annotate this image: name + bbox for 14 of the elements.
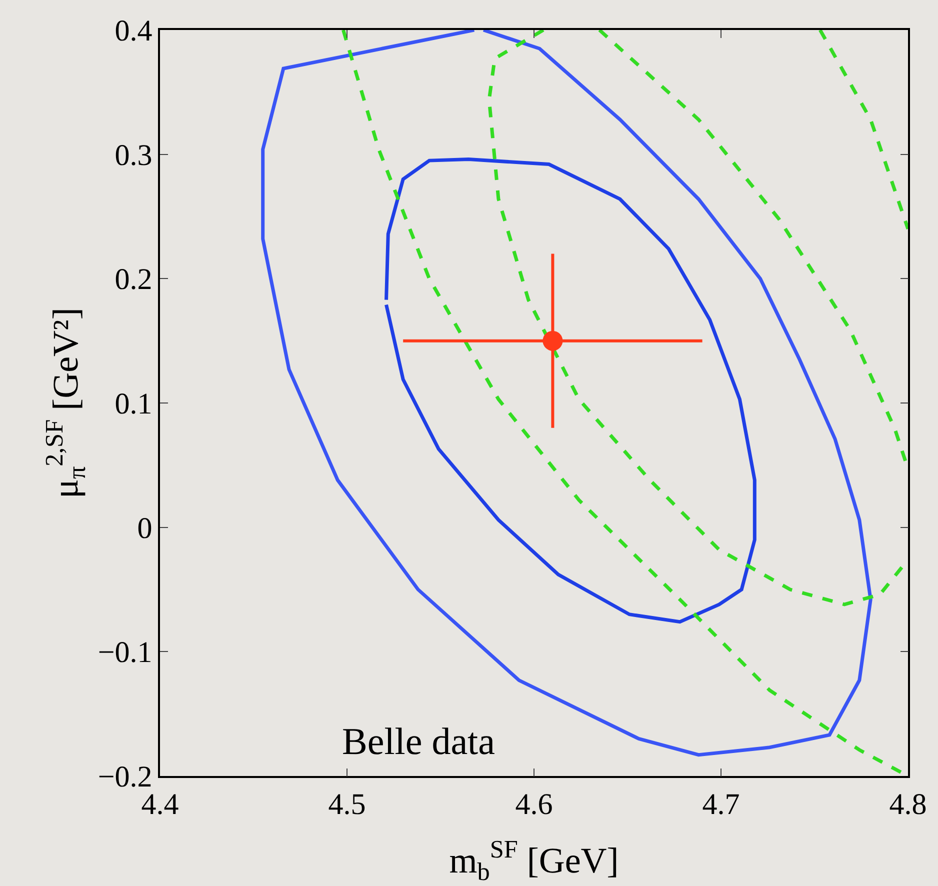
line-series [384, 158, 756, 624]
x-axis-title: m$_{b}$$^{SF}$ [GeV] [449, 836, 619, 886]
y-tick-label: −0.1 [98, 636, 152, 670]
y-tick-label: 0.4 [114, 14, 152, 48]
annotation: Belle data [342, 721, 496, 763]
x-tick-label: 4.6 [515, 788, 553, 821]
x-tick-label: 4.7 [702, 788, 740, 821]
x-tick-label: 4.8 [889, 788, 927, 821]
y-tick-label: 0.3 [114, 138, 152, 172]
y-tick-label: 0.2 [114, 263, 152, 296]
y-tick-label: 0 [137, 512, 152, 545]
x-tick-label: 4.5 [328, 788, 366, 821]
y-tick-label: 0.1 [114, 388, 152, 420]
line-series [261, 30, 872, 757]
